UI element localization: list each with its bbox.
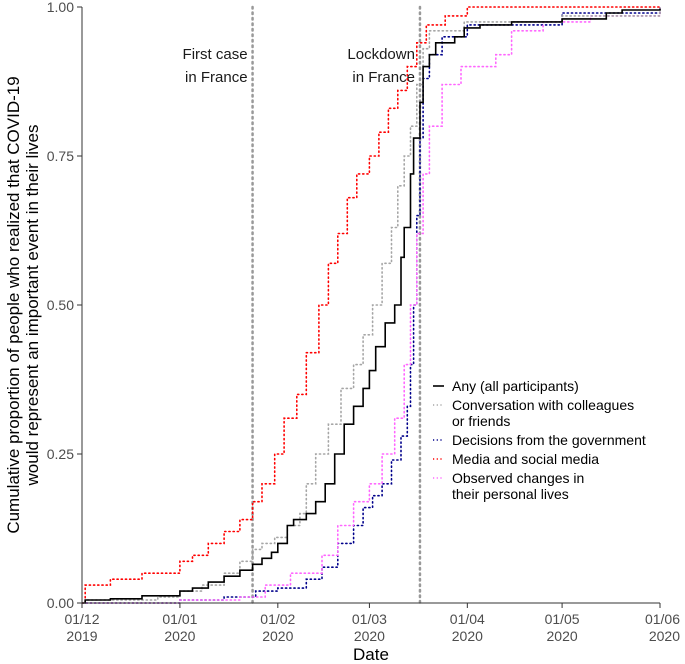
series-line-4 [81,6,661,604]
x-tick-label-4-line2: 2020 [452,628,483,644]
axes: 0.000.250.500.751.0001/12201901/01202001… [4,0,680,664]
legend-item-3: Media and social media [433,451,599,467]
y-tick-label-3: 0.75 [47,148,74,164]
y-tick-label-2: 0.50 [47,297,74,313]
x-tick-label-1-line1: 01/01 [162,611,197,627]
legend-label-4-line-0: Observed changes in [452,470,584,486]
reference-annotations: First case in France Lockdown in France [183,46,415,86]
y-axis-title-line-1: would represent an important event in th… [23,125,42,487]
legend-label-3-line-0: Media and social media [452,451,599,467]
reference-annotation-1-line-0: Lockdown [347,46,415,63]
series-line-2 [81,6,661,604]
x-tick-label-3-line1: 01/03 [352,611,387,627]
x-tick-label-6-line2: 2020 [649,628,680,644]
x-tick-label-5-line2: 2020 [547,628,578,644]
series-lines [81,6,661,604]
legend-item-2: Decisions from the government [433,432,646,448]
reference-annotation-1-line-1: in France [352,69,415,86]
x-tick-label-2-line1: 01/02 [260,611,295,627]
reference-annotation-0-line-0: First case [183,46,248,63]
x-tick-label-0-line2: 2019 [66,628,97,644]
y-axis-title: Cumulative proportion of people who real… [4,76,42,533]
x-axis-title: Date [353,645,389,664]
legend-label-2-line-0: Decisions from the government [452,432,646,448]
reference-annotation-0-line-1: in France [185,69,248,86]
legend: Any (all participants) Conversation with … [433,378,646,502]
x-tick-label-5-line1: 01/05 [545,611,580,627]
y-tick-label-4: 1.00 [47,0,74,15]
x-tick-label-6-line1: 01/06 [645,611,680,627]
y-tick-label-0: 0.00 [47,595,74,611]
y-tick-label-1: 0.25 [47,446,74,462]
x-tick-label-2-line2: 2020 [262,628,293,644]
series-line-3 [81,6,661,604]
legend-item-0: Any (all participants) [433,378,579,394]
legend-label-0-line-0: Any (all participants) [452,378,579,394]
x-tick-label-3-line2: 2020 [354,628,385,644]
legend-label-1-line-1: or friends [452,413,510,429]
series-line-0 [82,8,661,604]
x-tick-label-4-line1: 01/04 [450,611,485,627]
series-line-1 [81,6,661,604]
y-axis-title-line-0: Cumulative proportion of people who real… [4,76,23,533]
legend-label-1-line-0: Conversation with colleagues [452,397,634,413]
x-tick-label-0-line1: 01/12 [64,611,99,627]
legend-label-4-line-1: their personal lives [452,486,569,502]
x-tick-label-1-line2: 2020 [164,628,195,644]
